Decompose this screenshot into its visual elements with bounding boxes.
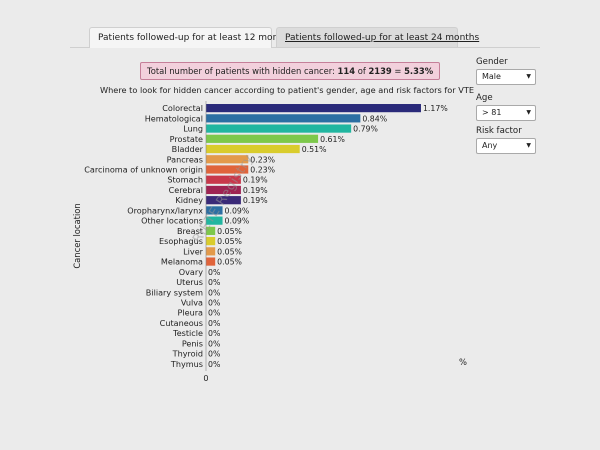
category-label: Esophagus xyxy=(159,236,203,246)
chart-subtitle: Where to look for hidden cancer accordin… xyxy=(100,85,474,95)
category-label: Cutaneous xyxy=(160,318,203,328)
value-label: 0% xyxy=(208,288,220,297)
banner-count: 114 xyxy=(337,66,356,76)
value-label: 0% xyxy=(208,329,220,338)
bar[interactable] xyxy=(206,237,216,246)
value-label: 0.84% xyxy=(362,114,387,123)
bar[interactable] xyxy=(206,185,241,195)
value-label: 0.23% xyxy=(250,165,275,174)
gender-select[interactable]: Male ▼ xyxy=(476,69,536,85)
category-label: Pancreas xyxy=(167,154,203,164)
category-label: Prostate xyxy=(170,134,203,144)
category-label: Thyroid xyxy=(172,349,203,359)
category-label: Pleura xyxy=(177,308,203,318)
bar[interactable] xyxy=(206,196,241,205)
category-label: Colorectal xyxy=(162,103,203,113)
category-label: Melanoma xyxy=(161,257,203,267)
x-axis-title: % xyxy=(459,357,467,367)
gender-value: Male xyxy=(482,72,501,81)
bar[interactable] xyxy=(206,155,249,164)
value-label: 0.79% xyxy=(353,125,378,134)
value-label: 0.23% xyxy=(250,155,275,164)
x-tick-label: 0 xyxy=(203,373,208,383)
category-label: Carcinoma of unknown origin xyxy=(84,164,203,174)
category-label: Testicle xyxy=(172,328,203,338)
bar[interactable] xyxy=(206,134,319,143)
value-label: 0.19% xyxy=(243,186,268,195)
value-label: 0% xyxy=(208,278,220,287)
value-label: 0.05% xyxy=(217,237,242,246)
chevron-down-icon: ▼ xyxy=(526,109,531,116)
banner-equals: = xyxy=(391,66,405,76)
value-label: 0% xyxy=(208,360,220,369)
bar[interactable] xyxy=(206,226,216,235)
value-label: 0.09% xyxy=(225,206,250,215)
bar[interactable] xyxy=(206,104,421,113)
y-axis-title: Cancer location xyxy=(72,203,82,268)
category-label: Ovary xyxy=(179,267,203,277)
total-hidden-cancer-banner: Total number of patients with hidden can… xyxy=(140,62,441,80)
risk-factor-value: Any xyxy=(482,141,498,150)
banner-total: 2139 xyxy=(368,66,392,76)
value-label: 0.05% xyxy=(217,227,242,236)
category-label: Biliary system xyxy=(146,287,203,297)
category-label: Hematological xyxy=(145,113,203,123)
bar[interactable] xyxy=(206,144,300,154)
age-select[interactable]: > 81 ▼ xyxy=(476,105,536,121)
age-value: > 81 xyxy=(482,108,502,117)
chevron-down-icon: ▼ xyxy=(526,73,531,80)
tab-24-months[interactable]: Patients followed-up for at least 24 mon… xyxy=(276,27,479,47)
value-label: 0% xyxy=(208,339,220,348)
bar[interactable] xyxy=(206,165,249,174)
value-label: 1.17% xyxy=(423,104,448,113)
category-label: Cerebral xyxy=(169,185,203,195)
category-label: Other locations xyxy=(141,216,203,226)
category-label: Vulva xyxy=(181,297,203,307)
category-label: Uterus xyxy=(176,277,203,287)
gender-label: Gender xyxy=(476,57,508,67)
bar[interactable] xyxy=(206,216,223,225)
risk-factor-select[interactable]: Any ▼ xyxy=(476,138,536,154)
value-label: 0% xyxy=(208,298,220,307)
tab-12-months[interactable]: Patients followed-up for at least 12 mon… xyxy=(89,27,292,48)
category-label: Bladder xyxy=(172,144,204,154)
value-label: 0% xyxy=(208,268,220,277)
banner-percent: 5.33% xyxy=(404,66,434,76)
value-label: 0.19% xyxy=(243,196,268,205)
chevron-down-icon: ▼ xyxy=(526,142,531,149)
banner-middle: of xyxy=(355,66,369,76)
risk-factor-label: Risk factor xyxy=(476,126,522,136)
tab-bar xyxy=(70,47,540,48)
value-label: 0.51% xyxy=(302,145,327,154)
banner-prefix: Total number of patients with hidden can… xyxy=(147,66,338,76)
bar[interactable] xyxy=(206,257,216,266)
category-label: Kidney xyxy=(175,195,203,205)
bar[interactable] xyxy=(206,114,361,123)
value-label: 0.09% xyxy=(225,217,250,226)
value-label: 0% xyxy=(208,319,220,328)
value-label: 0% xyxy=(208,350,220,359)
bar[interactable] xyxy=(206,206,223,215)
value-label: 0.05% xyxy=(217,258,242,267)
category-label: Breast xyxy=(177,226,203,236)
value-label: 0.19% xyxy=(243,176,268,185)
category-label: Lung xyxy=(183,124,203,134)
category-label: Stomach xyxy=(167,175,203,185)
age-label: Age xyxy=(476,93,493,103)
bar[interactable] xyxy=(206,175,241,184)
value-label: 0% xyxy=(208,309,220,318)
value-label: 0.61% xyxy=(320,135,345,144)
category-label: Thymus xyxy=(170,359,203,369)
category-label: Penis xyxy=(182,338,203,348)
category-label: Liver xyxy=(183,246,204,256)
bar[interactable] xyxy=(206,124,352,133)
bar[interactable] xyxy=(206,247,216,256)
category-label: Oropharynx/larynx xyxy=(127,205,203,215)
value-label: 0.05% xyxy=(217,247,242,256)
